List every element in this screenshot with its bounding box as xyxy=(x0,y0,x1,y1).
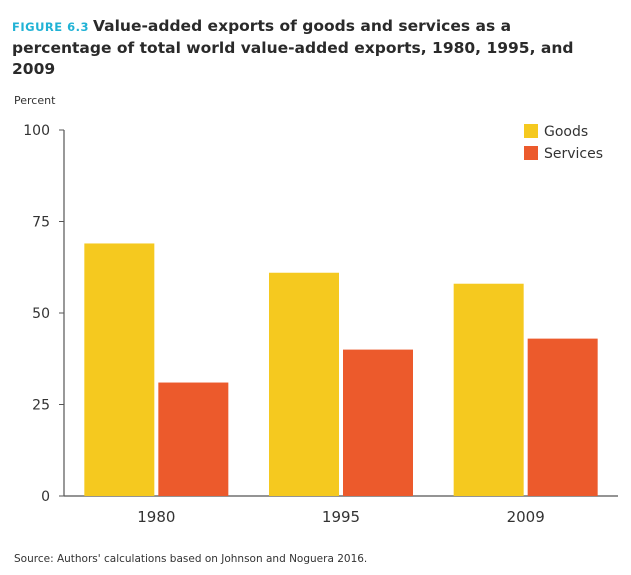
chart-title: FIGURE 6.3 Value-added exports of goods a… xyxy=(12,16,612,80)
x-tick-label: 1995 xyxy=(322,508,360,526)
bar-goods-2009 xyxy=(453,283,524,496)
bar-goods-1995 xyxy=(269,272,339,496)
source-note: Source: Authors' calculations based on J… xyxy=(14,553,368,565)
legend-swatch-services xyxy=(524,146,538,160)
bar-services-1980 xyxy=(158,382,229,496)
y-tick-label: 25 xyxy=(32,398,50,414)
y-tick-label: 50 xyxy=(32,306,50,322)
x-tick-label: 1980 xyxy=(137,508,175,526)
bar-goods-1980 xyxy=(84,243,155,496)
chart-axes: 0 25 50 75 100 xyxy=(23,123,618,505)
y-tick-label: 100 xyxy=(23,123,50,139)
figure-title: Value-added exports of goods and service… xyxy=(12,17,574,78)
legend-swatch-goods xyxy=(524,124,538,138)
figure-label: FIGURE 6.3 xyxy=(12,20,89,34)
chart-legend: Goods Services xyxy=(524,124,603,162)
y-tick-label: 75 xyxy=(32,215,50,231)
y-tick-label: 0 xyxy=(41,489,50,505)
y-axis-unit-label: Percent xyxy=(14,94,56,107)
chart-bars: 1980 1995 2009 xyxy=(84,243,598,526)
legend-label-services: Services xyxy=(544,146,603,162)
bar-services-2009 xyxy=(527,338,598,496)
x-tick-label: 2009 xyxy=(507,508,545,526)
bar-services-1995 xyxy=(343,349,413,496)
legend-label-goods: Goods xyxy=(544,124,588,140)
